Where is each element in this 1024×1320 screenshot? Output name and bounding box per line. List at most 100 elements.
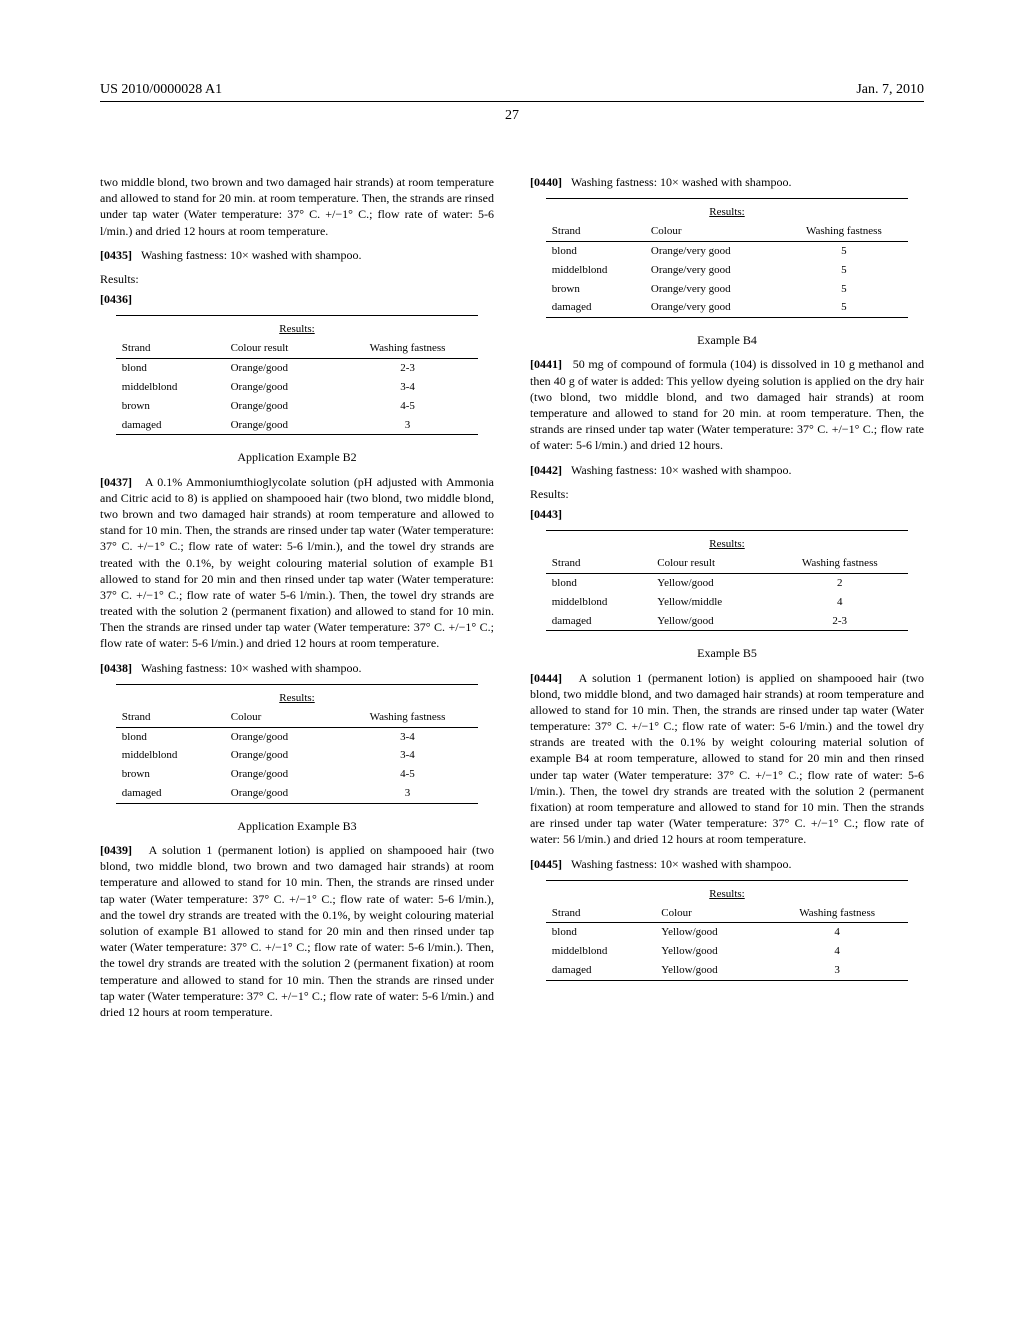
paragraph-0438: [0438] Washing fastness: 10× washed with… [100, 660, 494, 676]
table-cell: 3-4 [337, 727, 479, 746]
para-num: [0441] [530, 357, 562, 371]
table-cell: brown [546, 280, 645, 299]
table-header: Strand [546, 904, 656, 923]
table-cell: Orange/very good [645, 298, 780, 317]
table-header: Colour [655, 904, 766, 923]
para-num: [0440] [530, 175, 562, 189]
table-cell: Yellow/middle [651, 593, 771, 612]
table-cell: 3 [337, 784, 479, 803]
results-table-1: Results: Strand Colour result Washing fa… [116, 315, 478, 435]
table-header: Colour [225, 708, 337, 727]
two-column-body: two middle blond, two brown and two dama… [100, 174, 924, 1020]
results-label: Results: [530, 486, 924, 502]
para-text: 50 mg of compound of formula (104) is di… [530, 357, 924, 452]
para-num: [0438] [100, 661, 132, 675]
table-header: Colour result [651, 554, 771, 573]
doc-id: US 2010/0000028 A1 [100, 82, 222, 98]
results-table-5: Results: Strand Colour Washing fastness … [546, 880, 908, 981]
table-cell: 5 [779, 241, 908, 260]
para-text: Washing fastness: 10× washed with shampo… [571, 857, 791, 871]
section-heading-b3: Application Example B3 [100, 818, 494, 834]
table-cell: Yellow/good [655, 961, 766, 980]
table-header: Strand [116, 339, 225, 358]
section-heading-b4: Example B4 [530, 332, 924, 348]
table-cell: blond [116, 727, 225, 746]
table-caption: Results: [116, 684, 478, 707]
table-caption: Results: [546, 199, 908, 222]
para-text: A 0.1% Ammoniumthioglycolate solution (p… [100, 475, 494, 651]
para-num: [0443] [530, 507, 562, 521]
para-text: Washing fastness: 10× washed with shampo… [141, 248, 361, 262]
results-table-3: Results: Strand Colour Washing fastness … [546, 198, 908, 318]
para-num: [0437] [100, 475, 132, 489]
paragraph-0435: [0435] Washing fastness: 10× washed with… [100, 247, 494, 263]
page-header: US 2010/0000028 A1 Jan. 7, 2010 [100, 82, 924, 102]
table-cell: 3-4 [337, 378, 478, 397]
table-cell: brown [116, 765, 225, 784]
section-heading-b2: Application Example B2 [100, 449, 494, 465]
paragraph-0440: [0440] Washing fastness: 10× washed with… [530, 174, 924, 190]
table-cell: 3 [337, 416, 478, 435]
table-cell: middelblond [546, 942, 656, 961]
table-cell: middelblond [116, 746, 225, 765]
intro-paragraph: two middle blond, two brown and two dama… [100, 174, 494, 239]
paragraph-0439: [0439] A solution 1 (permanent lotion) i… [100, 842, 494, 1020]
table-cell: Orange/good [225, 416, 337, 435]
table-header: Strand [546, 222, 645, 241]
page-number: 27 [100, 108, 924, 124]
table-cell: Orange/good [225, 727, 337, 746]
table-caption: Results: [116, 316, 478, 339]
table-cell: blond [116, 359, 225, 378]
table-cell: damaged [116, 784, 225, 803]
table-cell: 2-3 [337, 359, 478, 378]
table-header: Washing fastness [766, 904, 908, 923]
paragraph-0444: [0444] A solution 1 (permanent lotion) i… [530, 670, 924, 848]
para-text: Washing fastness: 10× washed with shampo… [141, 661, 361, 675]
table-cell: Orange/very good [645, 241, 780, 260]
results-label: Results: [100, 271, 494, 287]
table-cell: damaged [546, 298, 645, 317]
table-header: Washing fastness [337, 339, 478, 358]
table-cell: Orange/good [225, 765, 337, 784]
results-table-4: Results: Strand Colour result Washing fa… [546, 530, 908, 631]
table-header: Colour [645, 222, 780, 241]
doc-date: Jan. 7, 2010 [856, 82, 924, 98]
table-cell: 2 [771, 573, 908, 592]
paragraph-0445: [0445] Washing fastness: 10× washed with… [530, 856, 924, 872]
table-header: Washing fastness [337, 708, 479, 727]
para-num: [0444] [530, 671, 562, 685]
table-cell: middelblond [546, 593, 651, 612]
table-cell: 4-5 [337, 397, 478, 416]
table-cell: Orange/good [225, 378, 337, 397]
paragraph-0442: [0442] Washing fastness: 10× washed with… [530, 462, 924, 478]
table-header: Washing fastness [771, 554, 908, 573]
table-cell: damaged [546, 612, 651, 631]
table-cell: 4 [766, 942, 908, 961]
section-heading-b5: Example B5 [530, 645, 924, 661]
table-cell: blond [546, 241, 645, 260]
table-cell: damaged [116, 416, 225, 435]
table-cell: Yellow/good [651, 612, 771, 631]
paragraph-0443: [0443] [530, 506, 924, 522]
table-cell: middelblond [546, 261, 645, 280]
para-num: [0435] [100, 248, 132, 262]
table-header: Strand [546, 554, 651, 573]
para-text: Washing fastness: 10× washed with shampo… [571, 463, 791, 477]
paragraph-0437: [0437] A 0.1% Ammoniumthioglycolate solu… [100, 474, 494, 652]
table-cell: 5 [779, 261, 908, 280]
table-cell: 4 [771, 593, 908, 612]
table-cell: Orange/good [225, 784, 337, 803]
results-table-2: Results: Strand Colour Washing fastness … [116, 684, 478, 804]
table-cell: blond [546, 923, 656, 942]
table-cell: Orange/good [225, 746, 337, 765]
paragraph-0441: [0441] 50 mg of compound of formula (104… [530, 356, 924, 453]
paragraph-0436: [0436] [100, 291, 494, 307]
table-cell: damaged [546, 961, 656, 980]
table-caption: Results: [546, 880, 908, 903]
para-num: [0445] [530, 857, 562, 871]
table-cell: 2-3 [771, 612, 908, 631]
table-caption: Results: [546, 531, 908, 554]
para-num: [0442] [530, 463, 562, 477]
table-header: Colour result [225, 339, 337, 358]
table-cell: Orange/very good [645, 280, 780, 299]
